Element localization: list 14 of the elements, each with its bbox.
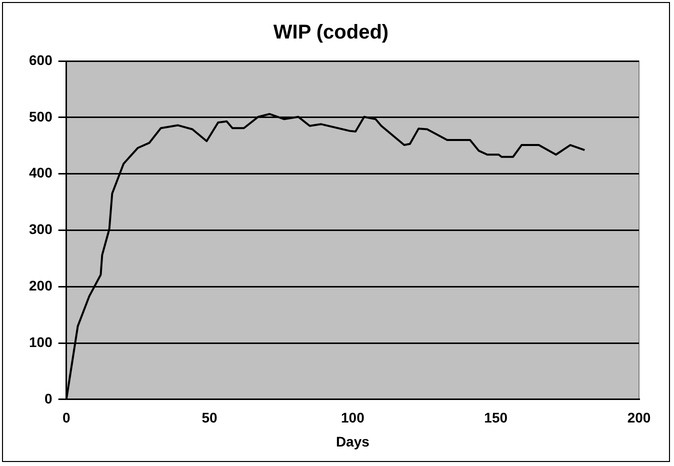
x-tick-label: 100 [341,410,365,426]
chart-title: WIP (coded) [273,22,389,44]
x-axis-title: Days [336,433,370,450]
x-tick-label: 150 [484,410,508,426]
y-tick-label: 0 [44,390,53,406]
y-tick-label: 600 [29,52,53,68]
x-tick-label: 200 [627,410,651,426]
y-tick-label: 300 [29,221,53,238]
y-tick-label: 200 [29,277,53,294]
y-tick-label: 100 [29,334,53,350]
x-tick-label: 0 [62,410,70,426]
y-tick-label: 400 [29,164,53,181]
y-tick-label: 500 [29,108,53,124]
x-tick-label: 50 [202,410,218,426]
